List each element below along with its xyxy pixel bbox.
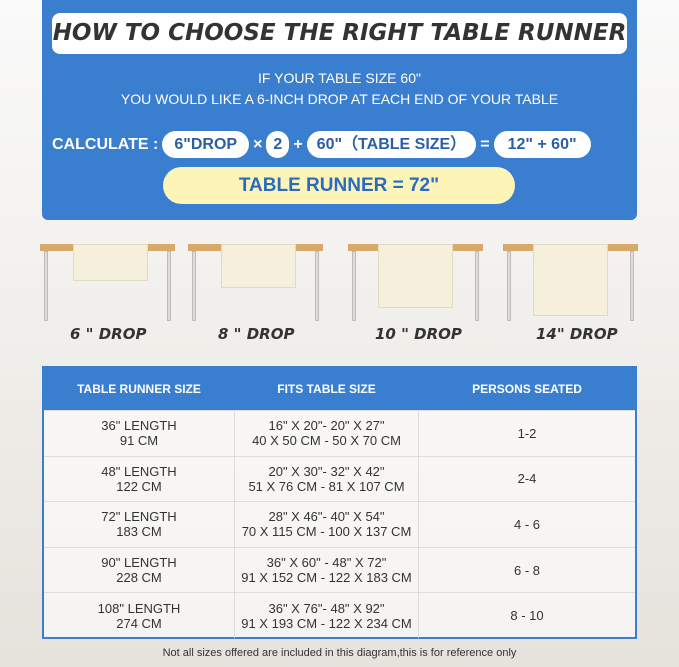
size-table: TABLE RUNNER SIZE FITS TABLE SIZE PERSON… [42,366,637,639]
page-title: HOW TO CHOOSE THE RIGHT TABLE RUNNER [52,13,627,54]
fits-cm: 51 X 76 CM - 81 X 107 CM [248,478,405,494]
size-cm: 183 CM [116,524,162,540]
runner-size-cell: 48" LENGTH 122 CM [44,464,234,494]
drop-label: 8 " DROP [218,325,295,343]
two-pill: 2 [266,131,290,158]
header-fits: FITS TABLE SIZE [277,382,376,396]
drop-illustration-14 [503,244,638,324]
size-inches: 72" LENGTH [101,509,177,525]
fits-inches: 36" X 60" - 48" X 72" [266,555,387,571]
fits-cell: 36" X 76"- 48" X 92" 91 X 193 CM - 122 X … [234,593,419,638]
fits-inches: 36" X 76"- 48" X 92" [268,600,385,616]
drop-label: 14" DROP [536,325,618,343]
runner-size-cell: 108" LENGTH 274 CM [44,601,234,631]
size-cm: 91 CM [119,433,159,449]
fits-cm: 70 X 115 CM - 100 X 137 CM [241,524,412,540]
table-size-pill: 60"（TABLE SIZE） [306,131,477,158]
fits-cell: 28" X 46"- 40" X 54" 70 X 115 CM - 100 X … [234,502,419,547]
calc-label: CALCULATE : [52,135,159,153]
drop-illustration-8 [188,244,323,324]
fits-inches: 16" X 20"- 20" X 27" [268,418,385,434]
sum-pill: 12" + 60" [493,131,591,158]
size-inches: 90" LENGTH [101,555,177,571]
runner-size-cell: 90" LENGTH 228 CM [44,555,234,585]
subtitle-2: YOU WOULD LIKE A 6-INCH DROP AT EACH END… [120,91,559,107]
calculation-row: CALCULATE : 6"DROP × 2 + 60"（TABLE SIZE）… [52,131,591,158]
footnote: Not all sizes offered are included in th… [162,647,517,659]
plus-sign: + [293,135,303,153]
size-cm: 122 CM [116,478,162,494]
fits-cm: 91 X 152 CM - 122 X 183 CM [241,570,412,586]
fits-inches: 28" X 46"- 40" X 54" [268,509,385,525]
result-pill: TABLE RUNNER = 72" [163,167,515,204]
fits-inches: 20" X 30"- 32" X 42" [268,463,385,479]
size-inches: 108" LENGTH [97,600,181,616]
size-cm: 274 CM [116,615,162,631]
persons-cell: 1-2 [517,425,537,441]
equals-sign: = [480,135,490,153]
persons-cell: 2-4 [517,471,537,487]
drop-label: 6 " DROP [70,325,147,343]
fits-cell: 36" X 60" - 48" X 72" 91 X 152 CM - 122 X… [234,547,419,593]
drop-illustration-6 [40,244,175,324]
runner-size-cell: 36" LENGTH 91 CM [44,418,234,448]
table-row: 72" LENGTH 183 CM 28" X 46"- 40" X 54" 70 X… [44,501,635,547]
drop-label: 10 " DROP [375,325,462,343]
size-cm: 228 CM [116,570,162,586]
calculation-panel: HOW TO CHOOSE THE RIGHT TABLE RUNNER IF … [42,0,637,220]
fits-cell: 16" X 20"- 20" X 27" 40 X 50 CM - 50 X 70… [234,411,419,456]
table-row: 36" LENGTH 91 CM 16" X 20"- 20" X 27" 40 X … [44,410,635,456]
fits-cm: 91 X 193 CM - 122 X 234 CM [241,615,412,631]
table-row: 48" LENGTH 122 CM 20" X 30"- 32" X 42" 51 X… [44,455,635,502]
persons-cell: 4 - 6 [513,516,540,532]
subtitle-1: IF YOUR TABLE SIZE 60" [258,70,421,86]
persons-cell: 6 - 8 [513,562,540,578]
header-runner-size: TABLE RUNNER SIZE [77,382,201,396]
size-inches: 36" LENGTH [101,418,177,434]
fits-cell: 20" X 30"- 32" X 42" 51 X 76 CM - 81 X 10… [234,456,419,502]
size-inches: 48" LENGTH [101,463,177,479]
drop-pill: 6"DROP [162,131,250,158]
fits-cm: 40 X 50 CM - 50 X 70 CM [252,433,401,449]
header-persons: PERSONS SEATED [472,382,582,396]
table-row: 90" LENGTH 228 CM 36" X 60" - 48" X 72" 91 … [44,546,635,593]
drop-illustration-10 [348,244,483,324]
table-row: 108" LENGTH 274 CM 36" X 76"- 48" X 92" 91 … [44,592,635,638]
times-sign: × [253,135,263,153]
persons-cell: 8 - 10 [510,608,544,624]
table-header: TABLE RUNNER SIZE FITS TABLE SIZE PERSON… [44,368,635,410]
runner-size-cell: 72" LENGTH 183 CM [44,509,234,539]
